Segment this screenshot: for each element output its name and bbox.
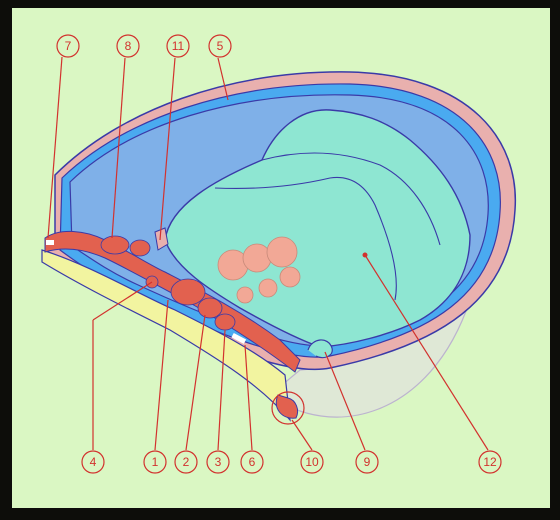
salmon-circle: [279, 266, 301, 288]
callout-5: 5: [208, 34, 232, 58]
callout-label-11: 11: [172, 39, 185, 53]
callout-12: 12: [478, 450, 502, 474]
leader-line-7: [47, 56, 63, 239]
callout-6: 6: [240, 450, 264, 474]
callout-label-2: 2: [183, 455, 190, 469]
callout-4: 4: [81, 450, 105, 474]
callout-label-7: 7: [65, 39, 72, 53]
leader-line-3: [217, 329, 226, 451]
callout-label-3: 3: [215, 455, 222, 469]
callout-ring-10: [271, 391, 305, 425]
callout-label-8: 8: [125, 39, 132, 53]
salmon-circle: [266, 236, 298, 268]
curl-10: [275, 394, 299, 419]
callout-8: 8: [116, 34, 140, 58]
leader-line-2: [185, 314, 206, 451]
callout-label-10: 10: [305, 455, 319, 469]
callout-11: 11: [166, 34, 190, 58]
callout-1: 1: [143, 450, 167, 474]
cavity-inner-line-2: [214, 176, 397, 301]
callout-label-1: 1: [152, 455, 159, 469]
leader-line-5: [217, 57, 229, 101]
hook-9: [307, 339, 333, 359]
target-dot-12: [362, 252, 368, 258]
salmon-circle: [236, 286, 254, 304]
callout-label-4: 4: [90, 455, 97, 469]
leader-line-11: [159, 57, 176, 241]
white-mark: [231, 332, 247, 344]
leader-line-6: [244, 344, 253, 451]
callout-7: 7: [56, 34, 80, 58]
callout-9: 9: [355, 450, 379, 474]
salmon-circle: [258, 278, 278, 298]
callout-label-12: 12: [483, 455, 497, 469]
leader-line-1: [154, 299, 169, 451]
cavity-inner-line-1: [261, 152, 441, 246]
red-mass-3: [214, 313, 236, 331]
callout-label-6: 6: [249, 455, 256, 469]
leader-line-12: [364, 254, 489, 451]
red-blob-8: [100, 235, 130, 255]
callout-3: 3: [206, 450, 230, 474]
leader-line-9: [324, 351, 366, 451]
red-mass-1: [170, 278, 206, 306]
red-mass-2: [197, 297, 223, 319]
salmon-circle: [242, 243, 272, 273]
stalk-notch: [154, 227, 169, 251]
leader-line-8: [111, 57, 126, 239]
callout-2: 2: [174, 450, 198, 474]
white-mark: [46, 240, 54, 245]
callout-10: 10: [300, 450, 324, 474]
callout-label-9: 9: [364, 455, 371, 469]
callout-label-5: 5: [217, 39, 224, 53]
leader-lines: [47, 56, 489, 451]
leader-line-4b: [92, 281, 153, 321]
red-blob-8b: [129, 239, 151, 257]
leader-line-10: [291, 419, 313, 451]
